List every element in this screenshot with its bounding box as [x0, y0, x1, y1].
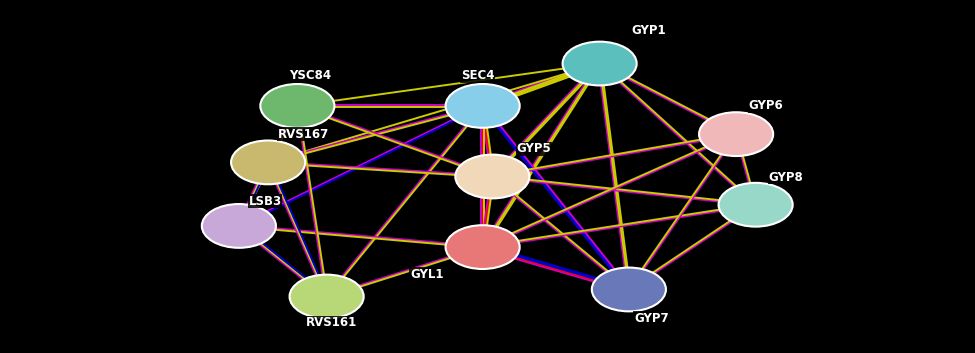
Text: RVS167: RVS167 [278, 128, 330, 140]
Ellipse shape [719, 183, 793, 227]
Ellipse shape [231, 140, 305, 184]
Text: GYP7: GYP7 [634, 312, 669, 325]
Text: LSB3: LSB3 [249, 195, 282, 208]
Text: GYP6: GYP6 [749, 100, 784, 112]
Ellipse shape [563, 42, 637, 85]
Ellipse shape [446, 225, 520, 269]
Ellipse shape [699, 112, 773, 156]
Ellipse shape [455, 155, 529, 198]
Ellipse shape [202, 204, 276, 248]
Ellipse shape [290, 275, 364, 318]
Ellipse shape [260, 84, 334, 128]
Text: GYP1: GYP1 [632, 24, 667, 36]
Text: GYP5: GYP5 [517, 143, 552, 155]
Ellipse shape [592, 268, 666, 311]
Ellipse shape [446, 84, 520, 128]
Text: RVS161: RVS161 [306, 317, 357, 329]
Text: YSC84: YSC84 [289, 70, 332, 82]
Text: GYP8: GYP8 [768, 171, 803, 184]
Text: SEC4: SEC4 [461, 70, 494, 82]
Text: GYL1: GYL1 [410, 268, 444, 281]
